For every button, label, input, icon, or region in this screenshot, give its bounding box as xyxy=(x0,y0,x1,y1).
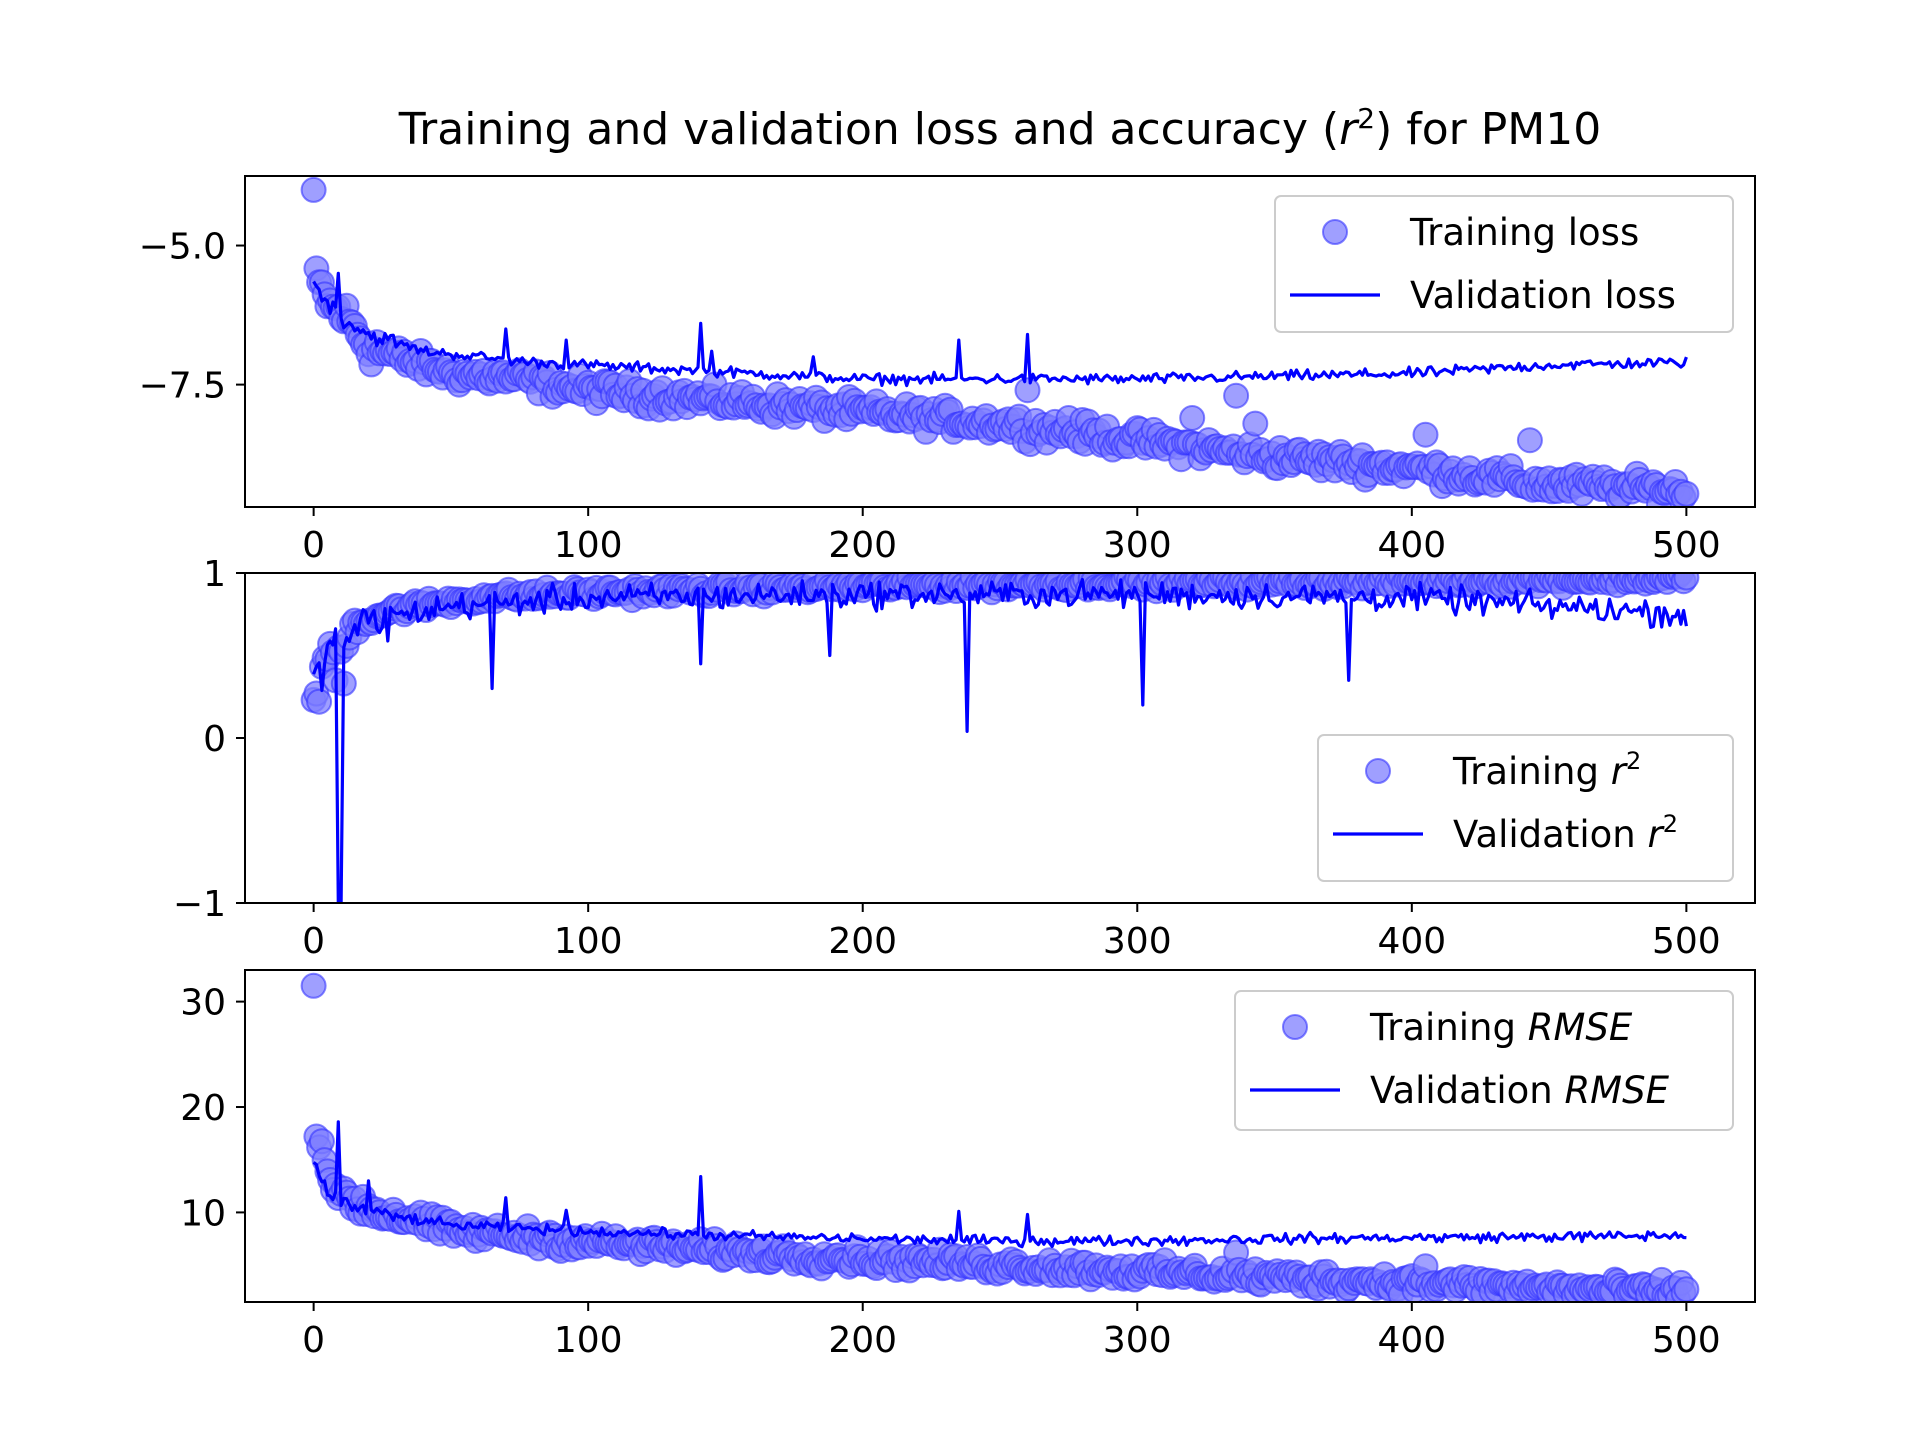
x-tick-label: 200 xyxy=(828,921,897,962)
x-tick-label: 200 xyxy=(828,525,897,566)
title-end: ) for PM10 xyxy=(1375,104,1601,155)
title-variable: r xyxy=(1339,104,1360,155)
legend-label: Validation loss xyxy=(1410,274,1676,317)
y-tick-label: 20 xyxy=(180,1088,226,1129)
x-tick-label: 0 xyxy=(302,921,325,962)
y-tick-label: −7.5 xyxy=(139,366,226,407)
legend-label: Validation r2 xyxy=(1453,810,1678,856)
x-tick-label: 400 xyxy=(1377,525,1446,566)
data-point xyxy=(1242,410,1269,437)
legend-loss: Training loss Validation loss xyxy=(1274,195,1734,333)
data-point xyxy=(1673,1276,1700,1302)
legend-box xyxy=(1234,990,1734,1131)
data-point xyxy=(300,972,327,999)
data-point xyxy=(1014,377,1041,404)
x-tick-label: 300 xyxy=(1103,921,1172,962)
legend-label: Training r2 xyxy=(1452,747,1641,793)
legend-box xyxy=(1317,734,1734,882)
x-tick-label: 200 xyxy=(828,1320,897,1361)
data-point xyxy=(306,688,333,715)
plot-area-rmse xyxy=(300,972,1700,1302)
axes-frame-loss xyxy=(244,175,1756,508)
x-tick-label: 400 xyxy=(1377,921,1446,962)
x-tick-label: 500 xyxy=(1652,1320,1721,1361)
data-point xyxy=(1673,480,1700,507)
figure-title: Training and validation loss and accurac… xyxy=(398,102,1601,155)
legend-label-variable: r xyxy=(1647,813,1665,856)
x-tick-label: 100 xyxy=(554,1320,623,1361)
y-tick-label: 10 xyxy=(180,1193,226,1234)
plot-area-loss xyxy=(300,176,1700,507)
x-tick-label: 100 xyxy=(554,525,623,566)
y-tick-label: 30 xyxy=(180,983,226,1024)
legend-marker-icon xyxy=(1365,758,1391,784)
x-tick-label: 0 xyxy=(302,525,325,566)
legend-label-text: Validation xyxy=(1453,813,1647,856)
title-superscript: 2 xyxy=(1357,102,1375,135)
legend-label-variable: r xyxy=(1611,750,1629,793)
x-tick-label: 500 xyxy=(1652,921,1721,962)
series-line-rmse-validation xyxy=(312,1120,1687,1249)
series-line-loss-validation xyxy=(312,271,1688,388)
legend-label-variable: RMSE xyxy=(1528,1006,1633,1049)
y-tick-label: −1 xyxy=(173,884,226,925)
x-tick-label: 100 xyxy=(554,921,623,962)
panel-loss: 0 100 200 300 400 500 −5.0 −7.5 Training loss Val… xyxy=(139,175,1756,566)
legend-label-variable: RMSE xyxy=(1564,1069,1669,1112)
legend-label-superscript: 2 xyxy=(1663,810,1678,838)
legend-box xyxy=(1274,195,1734,333)
legend-label: Validation RMSE xyxy=(1370,1069,1670,1112)
y-tick-label: −5.0 xyxy=(139,227,226,268)
legend-label-text: Training xyxy=(1369,1006,1528,1049)
legend-label-superscript: 2 xyxy=(1626,747,1641,775)
legend-label: Training RMSE xyxy=(1369,1006,1633,1049)
legend-label-text: Training xyxy=(1452,750,1611,793)
data-point xyxy=(1673,573,1700,591)
data-point xyxy=(300,176,327,203)
legend-marker-icon xyxy=(1322,219,1348,245)
legend-marker-icon xyxy=(1282,1014,1308,1040)
y-tick-label: 0 xyxy=(203,719,226,760)
series-rmse-training xyxy=(300,972,1700,1302)
legend-label: Training loss xyxy=(1409,211,1639,254)
x-tick-label: 300 xyxy=(1103,1320,1172,1361)
legend-label-text: Validation xyxy=(1370,1069,1564,1112)
series-line-r2-validation xyxy=(312,577,1688,903)
data-point xyxy=(1223,382,1250,409)
x-tick-label: 300 xyxy=(1103,525,1172,566)
axes-frame-rmse xyxy=(244,969,1756,1303)
series-loss-training xyxy=(300,176,1700,507)
data-point xyxy=(1412,421,1439,448)
legend-label-text: Validation loss xyxy=(1410,274,1676,317)
x-tick-label: 400 xyxy=(1377,1320,1446,1361)
data-point xyxy=(1516,427,1543,454)
x-tick-label: 500 xyxy=(1652,525,1721,566)
plot-area-r2 xyxy=(300,573,1700,903)
title-main: Training and validation loss and accurac… xyxy=(398,104,1339,155)
x-tick-label: 0 xyxy=(302,1320,325,1361)
y-tick-label: 1 xyxy=(203,554,226,595)
data-point xyxy=(1179,405,1206,431)
legend-label-text: Training loss xyxy=(1409,211,1639,254)
